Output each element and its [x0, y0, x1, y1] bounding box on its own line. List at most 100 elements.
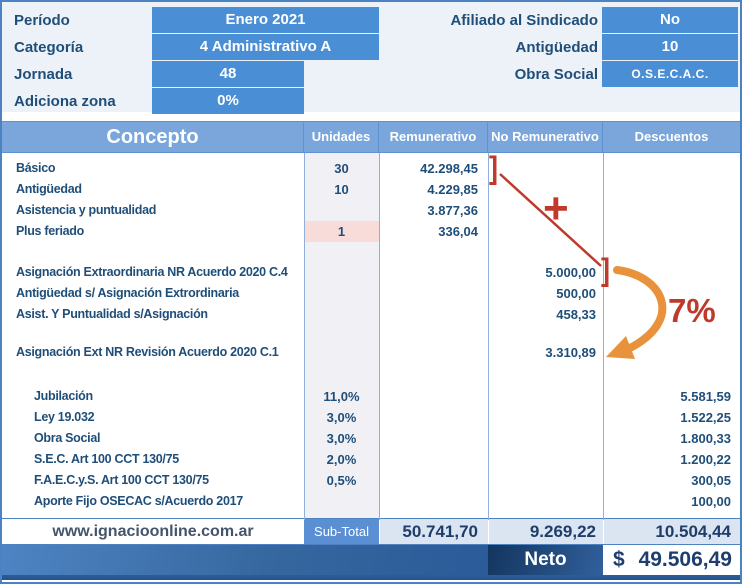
neto-amount-cell[interactable]: $ 49.506,49: [603, 545, 740, 575]
cell-remunerativo[interactable]: [379, 407, 488, 428]
header-descuentos: Descuentos: [634, 129, 709, 144]
cell-no-remunerativo[interactable]: [488, 428, 603, 449]
periodo-field[interactable]: Enero 2021: [152, 7, 379, 33]
website-link[interactable]: www.ignacioonline.com.ar: [2, 519, 304, 544]
cell-no-remunerativo[interactable]: [488, 179, 603, 200]
cell-unidades[interactable]: 2,0%: [326, 452, 357, 467]
cell-remunerativo[interactable]: [379, 386, 488, 407]
cell-descuentos[interactable]: 100,00: [691, 494, 731, 509]
cell-descuentos[interactable]: [603, 221, 740, 242]
table-row: Asignación Extraordinaria NR Acuerdo 202…: [2, 262, 740, 283]
cell-remunerativo[interactable]: 336,04: [438, 224, 478, 239]
bottom-border-strip: [2, 575, 740, 580]
cell-concepto[interactable]: S.E.C. Art 100 CCT 130/75: [34, 452, 179, 466]
cell-concepto[interactable]: Asistencia y puntualidad: [16, 203, 157, 217]
cell-remunerativo[interactable]: [379, 491, 488, 512]
cell-no-remunerativo[interactable]: [488, 158, 603, 179]
cell-unidades[interactable]: 0,5%: [326, 473, 357, 488]
cell-concepto[interactable]: Jubilación: [34, 389, 93, 403]
categoria-field[interactable]: 4 Administrativo A: [152, 34, 379, 60]
cell-descuentos[interactable]: 1.522,25: [680, 410, 731, 425]
cell-concepto[interactable]: Asist. Y Puntualidad s/Asignación: [16, 307, 208, 321]
cell-concepto[interactable]: Asignación Ext NR Revisión Acuerdo 2020 …: [16, 345, 279, 359]
cell-no-remunerativo[interactable]: [488, 386, 603, 407]
table-row: F.A.E.C.y.S. Art 100 CCT 130/75 0,5% 300,0…: [2, 470, 740, 491]
row-spacer: [2, 242, 740, 262]
table-header-row: Concepto Unidades Remunerativo No Remune…: [2, 121, 740, 153]
cell-concepto[interactable]: Aporte Fijo OSECAC s/Acuerdo 2017: [34, 494, 243, 508]
cell-unidades[interactable]: 1: [304, 221, 379, 242]
cell-unidades[interactable]: 3,0%: [326, 410, 357, 425]
cell-descuentos[interactable]: [603, 283, 740, 304]
cell-no-remunerativo[interactable]: 458,33: [556, 307, 596, 322]
cell-unidades[interactable]: 11,0%: [323, 389, 360, 404]
cell-descuentos[interactable]: [603, 262, 740, 283]
cell-remunerativo[interactable]: [379, 449, 488, 470]
cell-concepto[interactable]: Antigüedad: [16, 182, 82, 196]
obra-social-field[interactable]: O.S.E.C.A.C.: [602, 61, 738, 87]
cell-concepto[interactable]: Básico: [16, 161, 56, 175]
adiciona-zona-field[interactable]: 0%: [152, 88, 304, 114]
cell-descuentos[interactable]: 1.800,33: [680, 431, 731, 446]
table-row: Asist. Y Puntualidad s/Asignación 458,33: [2, 304, 740, 325]
cell-descuentos[interactable]: 1.200,22: [680, 452, 731, 467]
cell-descuentos[interactable]: [603, 158, 740, 179]
cell-no-remunerativo[interactable]: [488, 200, 603, 221]
afiliado-sindicado-field[interactable]: No: [602, 7, 738, 33]
header-unidades: Unidades: [304, 122, 379, 152]
table-row: Jubilación 11,0% 5.581,59: [2, 386, 740, 407]
column-gridline: [304, 153, 305, 520]
cell-no-remunerativo[interactable]: [488, 407, 603, 428]
neto-value: 49.506,49: [638, 548, 732, 571]
cell-unidades[interactable]: 10: [334, 182, 349, 197]
cell-no-remunerativo[interactable]: 3.310,89: [545, 345, 596, 360]
neto-gradient-bar: [2, 545, 488, 575]
cell-unidades[interactable]: [304, 283, 379, 304]
cell-unidades[interactable]: [304, 491, 379, 512]
cell-unidades[interactable]: [304, 200, 379, 221]
header-no-remunerativo: No Remunerativo: [488, 122, 603, 152]
cell-concepto[interactable]: Ley 19.032: [34, 410, 95, 424]
cell-descuentos[interactable]: [603, 342, 740, 363]
cell-concepto[interactable]: Asignación Extraordinaria NR Acuerdo 202…: [16, 265, 288, 279]
cell-concepto[interactable]: Antigüedad s/ Asignación Extrordinaria: [16, 286, 239, 300]
subtotal-no-remunerativo[interactable]: 9.269,22: [488, 519, 603, 544]
cell-no-remunerativo[interactable]: [488, 470, 603, 491]
cell-descuentos[interactable]: 300,05: [691, 473, 731, 488]
cell-remunerativo[interactable]: [379, 342, 488, 363]
subtotal-descuentos[interactable]: 10.504,44: [603, 519, 740, 544]
cell-concepto[interactable]: Plus feriado: [16, 224, 84, 238]
cell-remunerativo[interactable]: [379, 262, 488, 283]
cell-remunerativo[interactable]: 3.877,36: [427, 203, 478, 218]
cell-unidades[interactable]: 30: [334, 161, 349, 176]
cell-unidades[interactable]: [304, 304, 379, 325]
cell-remunerativo[interactable]: [379, 304, 488, 325]
cell-remunerativo[interactable]: [379, 428, 488, 449]
cell-descuentos[interactable]: [603, 200, 740, 221]
cell-no-remunerativo[interactable]: 5.000,00: [545, 265, 596, 280]
cell-unidades[interactable]: [304, 262, 379, 283]
cell-remunerativo[interactable]: 42.298,45: [420, 161, 478, 176]
cell-no-remunerativo[interactable]: [488, 221, 603, 242]
cell-no-remunerativo[interactable]: [488, 449, 603, 470]
cell-remunerativo[interactable]: 4.229,85: [427, 182, 478, 197]
cell-remunerativo[interactable]: [379, 283, 488, 304]
cell-unidades[interactable]: [304, 342, 379, 363]
cell-descuentos[interactable]: [603, 179, 740, 200]
subtotal-remunerativo[interactable]: 50.741,70: [379, 519, 488, 544]
cell-descuentos[interactable]: 5.581,59: [680, 389, 731, 404]
cell-descuentos[interactable]: [603, 304, 740, 325]
cell-unidades[interactable]: 3,0%: [326, 431, 357, 446]
cell-no-remunerativo[interactable]: 500,00: [556, 286, 596, 301]
periodo-label: Período: [14, 12, 70, 29]
jornada-field[interactable]: 48: [152, 61, 304, 87]
header-remunerativo: Remunerativo: [379, 122, 488, 152]
cell-no-remunerativo[interactable]: [488, 491, 603, 512]
table-row: Antigüedad 10 4.229,85: [2, 179, 740, 200]
cell-concepto[interactable]: Obra Social: [34, 431, 101, 445]
antiguedad-field[interactable]: 10: [602, 34, 738, 60]
categoria-label: Categoría: [14, 39, 84, 56]
cell-concepto[interactable]: F.A.E.C.y.S. Art 100 CCT 130/75: [34, 473, 209, 487]
cell-remunerativo[interactable]: [379, 470, 488, 491]
table-row: Antigüedad s/ Asignación Extrordinaria 50…: [2, 283, 740, 304]
